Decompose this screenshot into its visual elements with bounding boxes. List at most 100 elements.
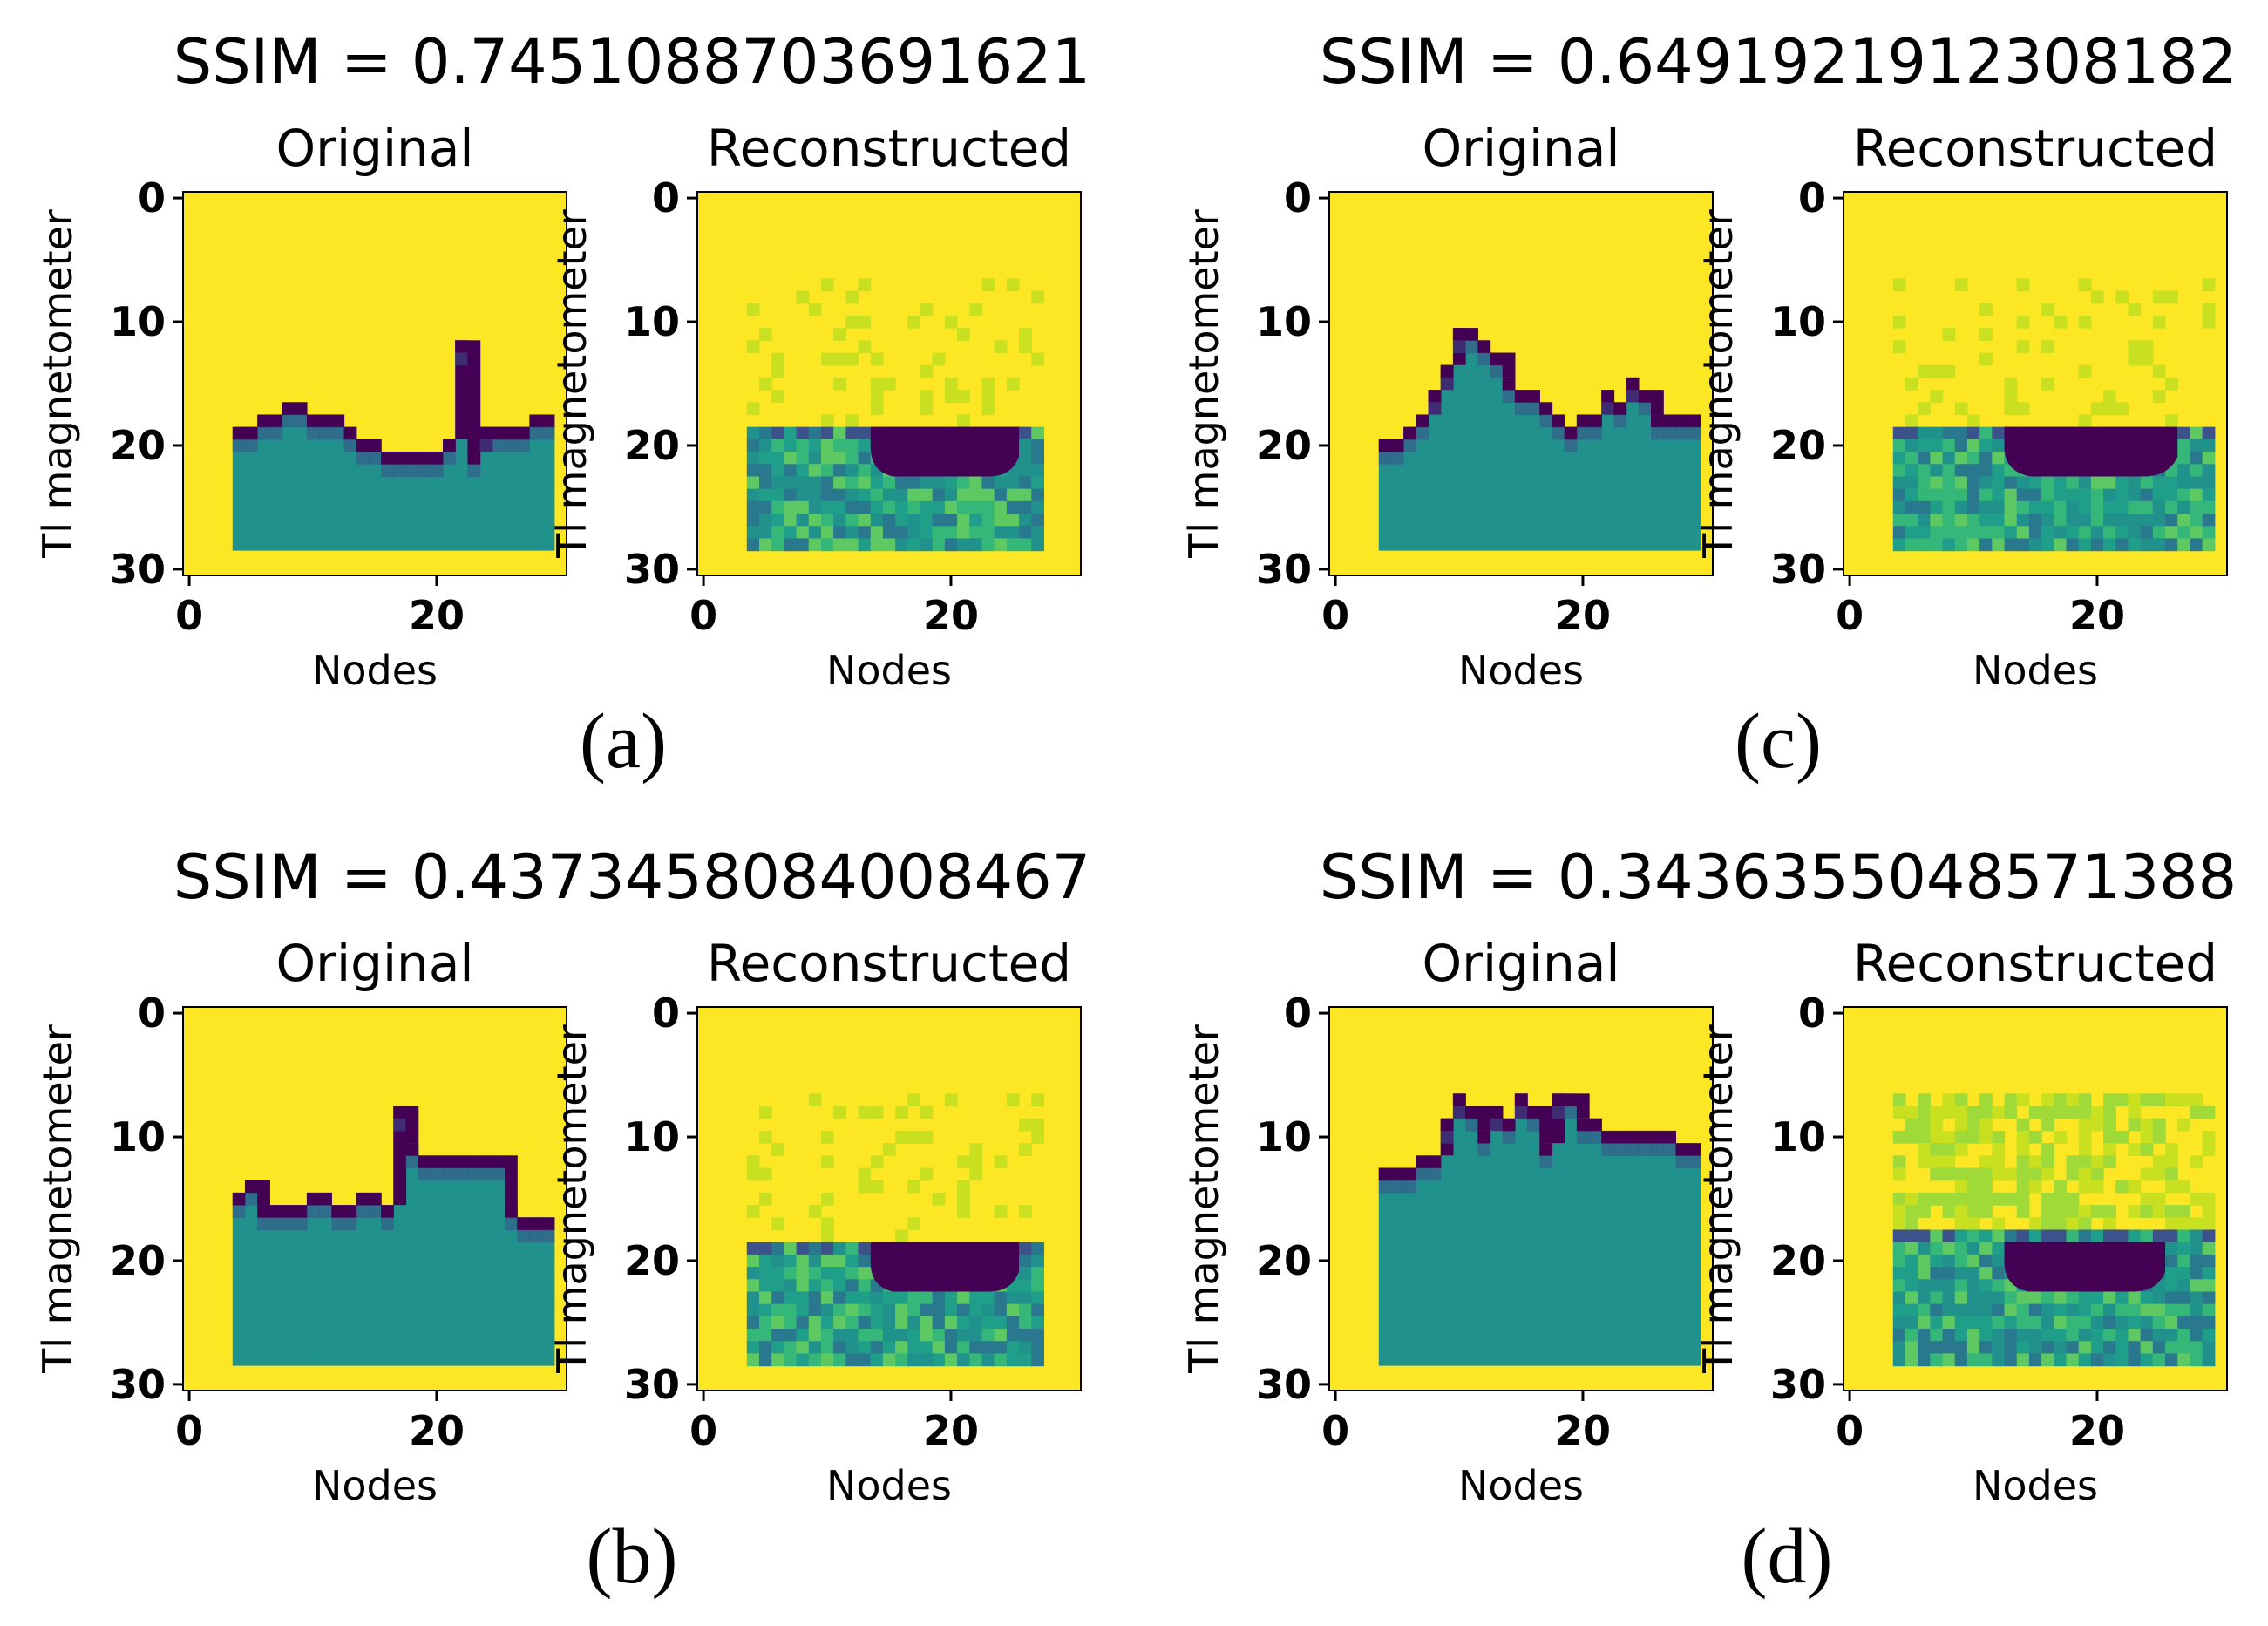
heatmap-edge-cell — [1416, 1155, 1429, 1169]
heatmap-column — [1527, 1106, 1540, 1366]
heatmap-cell — [858, 1303, 872, 1317]
heatmap-cell — [2066, 1291, 2080, 1305]
heatmap-cell — [2165, 1353, 2178, 1367]
y-tick-label: 0 — [1284, 174, 1312, 221]
heatmap-cell — [981, 1303, 995, 1317]
heatmap-edge-cell — [1378, 439, 1392, 452]
heatmap-cell — [1992, 538, 2006, 552]
heatmap-noise-cell — [1954, 1217, 1968, 1231]
axes-frame — [696, 1006, 1082, 1391]
heatmap-noise-cell — [2028, 1180, 2042, 1194]
heatmap-column — [1514, 1093, 1528, 1366]
heatmap-edge-cell — [1564, 1093, 1578, 1107]
heatmap-cell — [932, 1303, 946, 1317]
heatmap-cell — [833, 500, 846, 514]
heatmap-cell — [1006, 1353, 1020, 1367]
heatmap-cell — [932, 476, 946, 490]
heatmap-edge-cell — [1675, 1155, 1689, 1169]
heatmap-noise-cell — [882, 377, 896, 391]
heatmap-noise-cell — [1992, 1217, 2006, 1231]
heatmap-edge-cell — [331, 426, 345, 440]
heatmap-edge-cell — [232, 439, 246, 452]
heatmap-cell — [1930, 452, 1944, 465]
heatmap-cell — [784, 439, 798, 452]
heatmap-noise-cell — [1892, 1205, 1906, 1218]
heatmap-column — [479, 1155, 493, 1366]
heatmap-noise-cell — [994, 1155, 1008, 1169]
heatmap-column — [1576, 1118, 1590, 1366]
heatmap-edge-cell — [1675, 426, 1689, 440]
heatmap-cell — [1892, 1353, 1906, 1367]
heatmap-noise-cell — [1918, 1192, 1931, 1206]
heatmap-cell — [1954, 1353, 1968, 1367]
heatmap-cell — [895, 526, 908, 540]
heatmap-noise-cell — [1006, 278, 1020, 292]
heatmap-cell — [808, 1329, 822, 1342]
heatmap-cell — [2177, 488, 2191, 502]
heatmap-cell — [2152, 526, 2166, 540]
heatmap-cell — [2041, 500, 2054, 514]
heatmap-noise-cell — [994, 1205, 1008, 1218]
heatmap-cell — [1954, 1267, 1968, 1280]
heatmap-cell — [895, 488, 908, 502]
heatmap-cell — [1942, 426, 1956, 440]
heatmap-cell — [1979, 1329, 1993, 1342]
heatmap-column — [1416, 1155, 1429, 1366]
heatmap-noise-cell — [1992, 1167, 2006, 1181]
heatmap-cell — [1942, 500, 1956, 514]
heatmap-noise-cell — [1966, 1180, 1980, 1194]
heatmap-edge-cell — [294, 414, 308, 428]
heatmap-cell — [1966, 452, 1980, 465]
heatmap-cell — [2140, 1303, 2154, 1317]
heatmap-cell — [845, 488, 859, 502]
heatmap-cell — [1966, 1242, 1980, 1255]
heatmap-cell — [2054, 514, 2068, 527]
heatmap-edge-cell — [1452, 340, 1466, 354]
heatmap-cell — [820, 452, 834, 465]
heatmap-noise-cell — [2016, 1093, 2030, 1107]
heatmap-edge-cell — [405, 1143, 419, 1156]
y-tick-label: 10 — [1770, 1113, 1826, 1160]
heatmap-cell — [2028, 1303, 2042, 1317]
heatmap-cell — [2128, 1341, 2142, 1355]
heatmap-noise-cell — [2115, 290, 2129, 304]
heatmap-cell — [882, 1291, 896, 1305]
heatmap-cell — [2140, 488, 2154, 502]
heatmap-cell — [758, 488, 772, 502]
heatmap-noise-cell — [820, 1229, 834, 1243]
heatmap-cell — [2152, 488, 2166, 502]
heatmap-edge-cell — [1564, 1106, 1578, 1119]
heatmap-cell — [2165, 1229, 2178, 1243]
heatmap-cell — [1019, 439, 1032, 452]
heatmap-cell — [2177, 538, 2191, 552]
heatmap-cell — [771, 452, 784, 465]
heatmap-noise-cell — [1942, 1167, 1956, 1181]
heatmap-column — [269, 414, 283, 551]
heatmap-cell — [2202, 1353, 2216, 1367]
heatmap-cell — [895, 1291, 908, 1305]
heatmap-noise-cell — [833, 1106, 846, 1119]
heatmap-cell — [1905, 1279, 1918, 1293]
heatmap-noise-cell — [981, 402, 995, 416]
heatmap-cell — [1979, 1279, 1993, 1293]
heatmap-cell — [1905, 476, 1918, 490]
heatmap-noise-cell — [858, 1180, 872, 1194]
heatmap-cell — [1892, 452, 1906, 465]
heatmap-cell — [957, 1291, 970, 1305]
heatmap-noise-cell — [2016, 1118, 2030, 1132]
heatmap-edge-cell — [356, 1205, 370, 1218]
heatmap-cell — [2190, 1303, 2203, 1317]
heatmap-column — [1440, 1118, 1454, 1366]
heatmap-column — [1601, 1130, 1615, 1366]
heatmap-noise-cell — [1979, 1106, 1993, 1119]
heatmap-cell — [2177, 426, 2191, 440]
heatmap-cell — [845, 1341, 859, 1355]
heatmap-edge-cell — [418, 452, 431, 465]
subplot-title: Original — [276, 119, 474, 178]
heatmap-cell — [870, 476, 884, 490]
heatmap-noise-cell — [2103, 1093, 2116, 1107]
heatmap-cell — [2090, 1229, 2104, 1243]
heatmap-cell — [771, 500, 784, 514]
heatmap-cell — [2190, 452, 2203, 465]
heatmap-cell — [796, 1329, 810, 1342]
